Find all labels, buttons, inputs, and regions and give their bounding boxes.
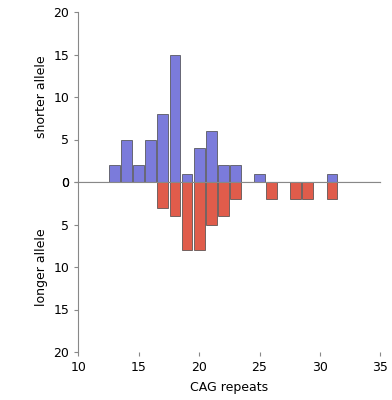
Bar	[290, 182, 301, 199]
Bar	[121, 140, 132, 182]
Bar	[230, 165, 241, 182]
Bar	[254, 174, 265, 182]
Y-axis label: shorter allele: shorter allele	[35, 56, 48, 138]
Bar	[206, 182, 217, 224]
Bar	[302, 182, 313, 199]
Bar	[194, 148, 205, 182]
Bar	[181, 182, 192, 250]
Bar	[206, 131, 217, 182]
Bar	[327, 182, 338, 199]
Bar	[170, 182, 180, 216]
Bar	[194, 182, 205, 250]
Bar	[230, 182, 241, 199]
Bar	[170, 54, 180, 182]
Bar	[158, 182, 168, 208]
Bar	[327, 174, 338, 182]
X-axis label: CAG repeats: CAG repeats	[190, 381, 269, 394]
Bar	[181, 174, 192, 182]
Bar	[145, 140, 156, 182]
Bar	[218, 165, 229, 182]
Bar	[158, 114, 168, 182]
Y-axis label: longer allele: longer allele	[35, 228, 48, 306]
Bar	[133, 165, 144, 182]
Bar	[266, 182, 277, 199]
Bar	[109, 165, 120, 182]
Bar	[218, 182, 229, 216]
